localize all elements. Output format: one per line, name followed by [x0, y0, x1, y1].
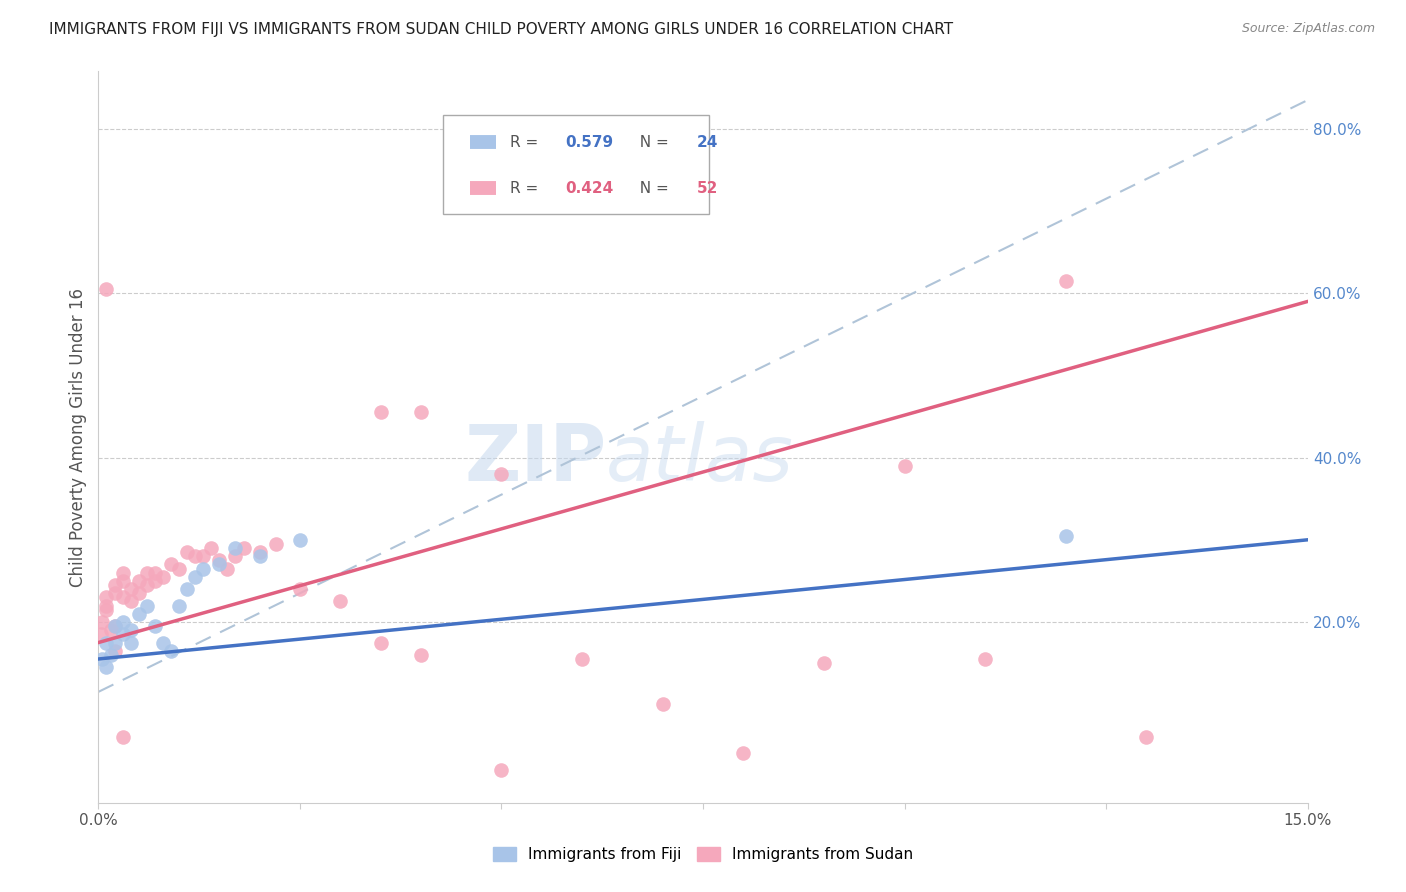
Point — [208, 558, 231, 572]
Point — [193, 561, 215, 575]
Point — [232, 541, 254, 555]
Point — [103, 619, 125, 633]
Point — [135, 566, 157, 580]
Point — [120, 624, 142, 638]
Point — [152, 570, 174, 584]
Point — [1054, 274, 1077, 288]
Point — [329, 594, 352, 608]
Point — [128, 586, 150, 600]
Point — [184, 570, 207, 584]
Point — [100, 624, 122, 638]
Point — [96, 602, 118, 616]
Text: ZIP: ZIP — [464, 421, 606, 497]
Point — [111, 615, 134, 629]
Point — [111, 591, 134, 605]
Text: 0.579: 0.579 — [565, 135, 613, 150]
Point — [100, 648, 122, 662]
Point — [974, 652, 997, 666]
FancyBboxPatch shape — [443, 115, 709, 214]
Point — [143, 574, 166, 588]
Point — [160, 644, 183, 658]
Point — [135, 578, 157, 592]
Point — [160, 558, 183, 572]
Point — [120, 582, 142, 596]
Y-axis label: Child Poverty Among Girls Under 16: Child Poverty Among Girls Under 16 — [69, 287, 87, 587]
Point — [217, 561, 239, 575]
Text: N =: N = — [630, 135, 673, 150]
Point — [96, 599, 118, 613]
Point — [184, 549, 207, 564]
Point — [208, 553, 231, 567]
Point — [128, 574, 150, 588]
Point — [135, 599, 157, 613]
Point — [1054, 529, 1077, 543]
Point — [96, 591, 118, 605]
Point — [167, 561, 190, 575]
Point — [1135, 730, 1157, 744]
Point — [200, 541, 222, 555]
Legend: Immigrants from Fiji, Immigrants from Sudan: Immigrants from Fiji, Immigrants from Su… — [486, 841, 920, 868]
Point — [90, 627, 112, 641]
Point — [143, 619, 166, 633]
Point — [224, 549, 246, 564]
Point — [96, 660, 118, 674]
Point — [111, 566, 134, 580]
Point — [120, 635, 142, 649]
Point — [103, 578, 125, 592]
Point — [91, 615, 114, 629]
Text: 52: 52 — [697, 181, 718, 196]
Point — [370, 405, 392, 419]
Point — [91, 652, 114, 666]
Text: 24: 24 — [697, 135, 718, 150]
Point — [491, 467, 513, 481]
Point — [813, 656, 835, 670]
Point — [103, 635, 125, 649]
Point — [103, 644, 125, 658]
Point — [264, 537, 287, 551]
Point — [111, 730, 134, 744]
Point — [143, 566, 166, 580]
Point — [651, 697, 673, 711]
Point — [176, 582, 198, 596]
Point — [193, 549, 215, 564]
Point — [249, 545, 271, 559]
Point — [111, 627, 134, 641]
Point — [111, 574, 134, 588]
Point — [167, 599, 190, 613]
Text: 0.424: 0.424 — [565, 181, 613, 196]
Text: Source: ZipAtlas.com: Source: ZipAtlas.com — [1241, 22, 1375, 36]
Point — [733, 747, 755, 761]
Point — [120, 594, 142, 608]
Point — [96, 635, 118, 649]
Point — [128, 607, 150, 621]
Text: R =: R = — [509, 135, 543, 150]
Point — [176, 545, 198, 559]
Point — [288, 582, 311, 596]
Point — [103, 619, 125, 633]
Point — [96, 282, 118, 296]
Point — [370, 635, 392, 649]
Point — [893, 458, 915, 473]
Text: N =: N = — [630, 181, 673, 196]
Point — [571, 652, 593, 666]
Point — [409, 648, 432, 662]
Text: atlas: atlas — [606, 421, 794, 497]
Text: IMMIGRANTS FROM FIJI VS IMMIGRANTS FROM SUDAN CHILD POVERTY AMONG GIRLS UNDER 16: IMMIGRANTS FROM FIJI VS IMMIGRANTS FROM … — [49, 22, 953, 37]
Point — [103, 586, 125, 600]
Point — [152, 635, 174, 649]
Text: R =: R = — [509, 181, 543, 196]
Point — [409, 405, 432, 419]
Point — [249, 549, 271, 564]
Point — [224, 541, 246, 555]
Point — [288, 533, 311, 547]
Point — [491, 763, 513, 777]
